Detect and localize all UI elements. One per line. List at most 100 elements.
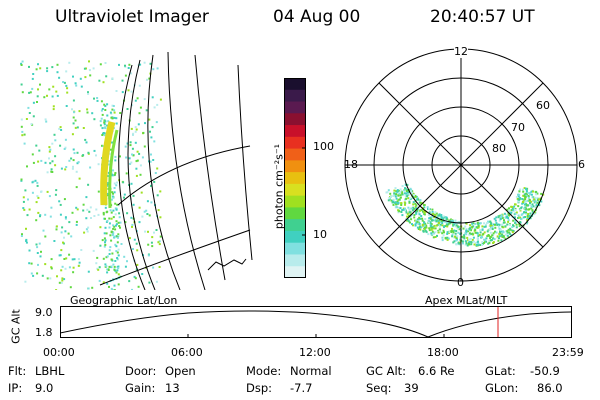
oval-pixel [402, 207, 405, 210]
oval-pixel [528, 192, 531, 195]
oval-pixel [526, 193, 529, 196]
speckle-pixel [55, 90, 58, 93]
oval-pixel [431, 212, 434, 215]
speckle-pixel [106, 184, 109, 187]
oval-pixel [431, 219, 434, 222]
speckle-pixel [54, 193, 57, 196]
speckle-pixel [118, 225, 121, 227]
oval-pixel [475, 244, 478, 246]
speckle-pixel [152, 159, 155, 161]
oval-pixel [438, 225, 441, 228]
speckle-pixel [65, 84, 68, 87]
speckle-pixel [92, 67, 95, 70]
oval-pixel [433, 224, 436, 227]
speckle-pixel [112, 105, 115, 107]
speckle-pixel [73, 258, 76, 261]
oval-pixel [522, 194, 525, 197]
speckle-pixel [31, 181, 34, 184]
speckle-pixel [71, 133, 74, 136]
oval-pixel [441, 239, 444, 242]
oval-pixel [403, 192, 406, 195]
speckle-pixel [99, 120, 102, 123]
oval-pixel [413, 207, 415, 210]
speckle-pixel [26, 165, 28, 168]
oval-pixel [422, 230, 425, 233]
speckle-pixel [108, 226, 111, 229]
oval-pixel [465, 229, 468, 232]
oval-pixel [429, 216, 432, 219]
speckle-pixel [153, 106, 156, 109]
oval-pixel [409, 221, 411, 224]
dsp-value: -7.7 [290, 381, 313, 395]
speckle-pixel [98, 279, 101, 282]
oval-pixel [506, 230, 509, 233]
oval-pixel [422, 223, 425, 226]
speckle-pixel [156, 67, 159, 70]
oval-pixel [435, 215, 438, 218]
speckle-pixel [91, 112, 94, 115]
oval-pixel [502, 221, 505, 224]
speckle-pixel [115, 90, 118, 92]
speckle-pixel [126, 260, 128, 263]
oval-pixel [523, 211, 526, 214]
speckle-pixel [118, 63, 120, 66]
oval-pixel [401, 214, 404, 217]
oval-pixel [397, 206, 400, 209]
speckle-pixel [99, 63, 102, 66]
oval-pixel [410, 218, 413, 221]
speckle-pixel [114, 228, 117, 231]
oval-pixel [391, 200, 394, 202]
speckle-pixel [73, 111, 75, 114]
oval-pixel [400, 211, 403, 213]
oval-pixel [406, 212, 409, 215]
oval-pixel [522, 201, 525, 204]
oval-pixel [487, 220, 490, 223]
oval-pixel [497, 216, 500, 219]
oval-pixel [511, 231, 514, 234]
speckle-pixel [95, 262, 98, 265]
oval-pixel [499, 214, 502, 217]
seq-label: Seq: [366, 381, 392, 395]
oval-pixel [530, 205, 533, 208]
oval-pixel [515, 226, 518, 229]
oval-pixel [528, 199, 531, 202]
oval-pixel [518, 193, 521, 196]
oval-pixel [488, 239, 491, 242]
speckle-pixel [103, 121, 106, 124]
oval-pixel [435, 212, 438, 215]
oval-pixel [508, 223, 511, 226]
speckle-pixel [104, 120, 107, 123]
oval-pixel [397, 211, 400, 214]
oval-pixel [420, 215, 423, 217]
speckle-pixel [106, 103, 109, 106]
oval-pixel [472, 240, 475, 243]
oval-pixel [454, 225, 457, 228]
oval-pixel [439, 230, 442, 233]
speckle-pixel [28, 208, 31, 211]
oval-pixel [506, 231, 509, 234]
speckle-pixel [44, 161, 47, 164]
speckle-pixel [117, 273, 120, 276]
speckle-pixel [147, 230, 149, 233]
speckle-pixel [21, 233, 23, 236]
speckle-pixel [156, 167, 159, 170]
speckle-pixel [82, 203, 85, 206]
speckle-pixel [113, 268, 116, 271]
speckle-pixel [134, 141, 137, 144]
speckle-pixel [97, 163, 100, 166]
speckle-pixel [149, 130, 151, 133]
speckle-pixel [85, 67, 87, 70]
speckle-pixel [30, 123, 33, 126]
speckle-pixel [106, 182, 109, 185]
oval-pixel [462, 227, 465, 230]
oval-pixel [423, 228, 426, 231]
speckle-pixel [110, 148, 112, 151]
speckle-pixel [49, 215, 52, 218]
speckle-pixel [124, 74, 127, 77]
oval-pixel [452, 223, 455, 226]
glat-label: GLat: [485, 364, 516, 378]
oval-pixel [443, 225, 446, 228]
speckle-pixel [115, 250, 118, 253]
oval-pixel [407, 197, 410, 200]
speckle-pixel [60, 281, 63, 284]
